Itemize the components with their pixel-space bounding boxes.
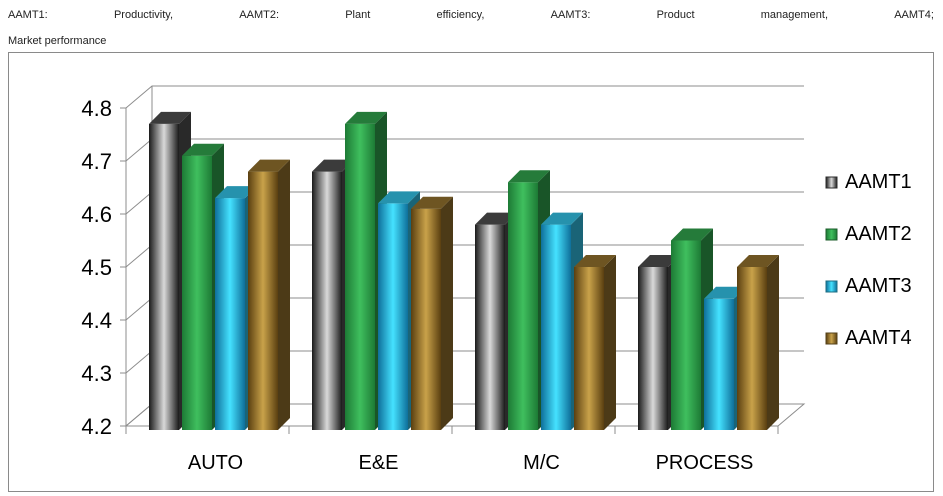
bar-top <box>737 255 779 267</box>
legend-swatch-aamt2 <box>825 228 838 241</box>
y-tick-label: 4.4 <box>81 308 112 333</box>
bar-top <box>508 170 550 183</box>
bar-front <box>411 208 441 430</box>
caption-word: AAMT1: <box>8 9 48 21</box>
x-category-label: PROCESS <box>656 452 754 474</box>
bar-front <box>215 198 245 430</box>
bar-top <box>312 159 354 172</box>
x-category-label: AUTO <box>188 452 243 474</box>
bar-top <box>411 196 453 209</box>
bar-front <box>149 123 179 431</box>
caption-line-2: Market performance <box>8 35 107 47</box>
bar-front <box>378 203 408 430</box>
y-tick-label: 4.2 <box>81 414 112 439</box>
y-tick-label: 4.8 <box>81 96 112 121</box>
bar-aamt4-1 <box>411 196 453 430</box>
bar-front <box>508 182 538 430</box>
bar-front <box>638 267 668 430</box>
bar-front <box>248 171 278 430</box>
bar-top <box>345 111 387 124</box>
bar-side <box>767 255 779 430</box>
bar-front <box>671 240 701 430</box>
bar-aamt4-2 <box>574 255 616 430</box>
bar-front <box>475 224 505 430</box>
y-tick-label: 4.7 <box>81 149 112 174</box>
gridline <box>125 85 804 109</box>
legend: AAMT1 AAMT2 AAMT3 AAMT4 <box>825 171 912 349</box>
chart-frame <box>8 52 934 492</box>
label-layer: 4.2 4.3 4.4 4.5 4.6 4.7 4.8 AUTO E&E M/C PROCESS <box>81 96 753 474</box>
caption-line-1: AAMT1: Productivity, AAMT2: Plant efficiency… <box>8 2 934 28</box>
caption-word: efficiency, <box>436 9 485 21</box>
bar-top <box>704 286 746 299</box>
caption-word: Plant <box>345 9 371 21</box>
legend-swatch-aamt3 <box>825 280 838 293</box>
y-tick-label: 4.3 <box>81 361 112 386</box>
y-tick-label: 4.5 <box>81 255 112 280</box>
bar-top <box>149 111 191 124</box>
caption-word: management, <box>760 9 828 21</box>
bar-side <box>604 255 616 430</box>
bar-top <box>638 255 680 267</box>
legend-label-aamt4: AAMT4 <box>845 327 912 349</box>
bar-front <box>704 298 734 430</box>
chart-caption: AAMT1: Productivity, AAMT2: Plant efficiency… <box>8 2 934 54</box>
gridline <box>125 138 804 162</box>
bar-front <box>345 123 375 431</box>
caption-word: AAMT2: <box>239 9 279 21</box>
y-tick-label: 4.6 <box>81 202 112 227</box>
x-category-label: M/C <box>523 452 560 474</box>
x-category-label: E&E <box>358 452 398 474</box>
bar-top <box>475 212 517 225</box>
bar-top <box>248 159 290 172</box>
legend-label-aamt1: AAMT1 <box>845 171 912 193</box>
bar-chart: 4.2 4.3 4.4 4.5 4.6 4.7 4.8 AUTO E&E M/C PROCESS A… <box>81 85 912 474</box>
bar-top <box>574 255 616 267</box>
bar-top <box>215 186 257 199</box>
bar-top <box>182 143 224 156</box>
bar-side <box>278 159 290 430</box>
bar-top <box>671 228 713 241</box>
bar-front <box>574 267 604 430</box>
legend-label-aamt2: AAMT2 <box>845 223 912 245</box>
legend-label-aamt3: AAMT3 <box>845 275 912 297</box>
bar-front <box>182 155 212 430</box>
bar-front <box>737 267 767 430</box>
caption-word: AAMT4; <box>894 9 934 21</box>
legend-swatch-aamt1 <box>825 176 838 189</box>
legend-swatch-aamt4 <box>825 332 838 345</box>
caption-word: Productivity, <box>113 9 174 21</box>
bar-front <box>312 171 342 430</box>
caption-word: Product <box>656 9 695 21</box>
bar-aamt4-0 <box>248 159 290 430</box>
bar-layer <box>149 111 779 431</box>
bar-aamt4-3 <box>737 255 779 430</box>
bar-top <box>541 212 583 225</box>
bar-side <box>441 196 453 430</box>
bar-front <box>541 224 571 430</box>
caption-word: AAMT3: <box>550 9 591 21</box>
bar-top <box>378 191 420 204</box>
